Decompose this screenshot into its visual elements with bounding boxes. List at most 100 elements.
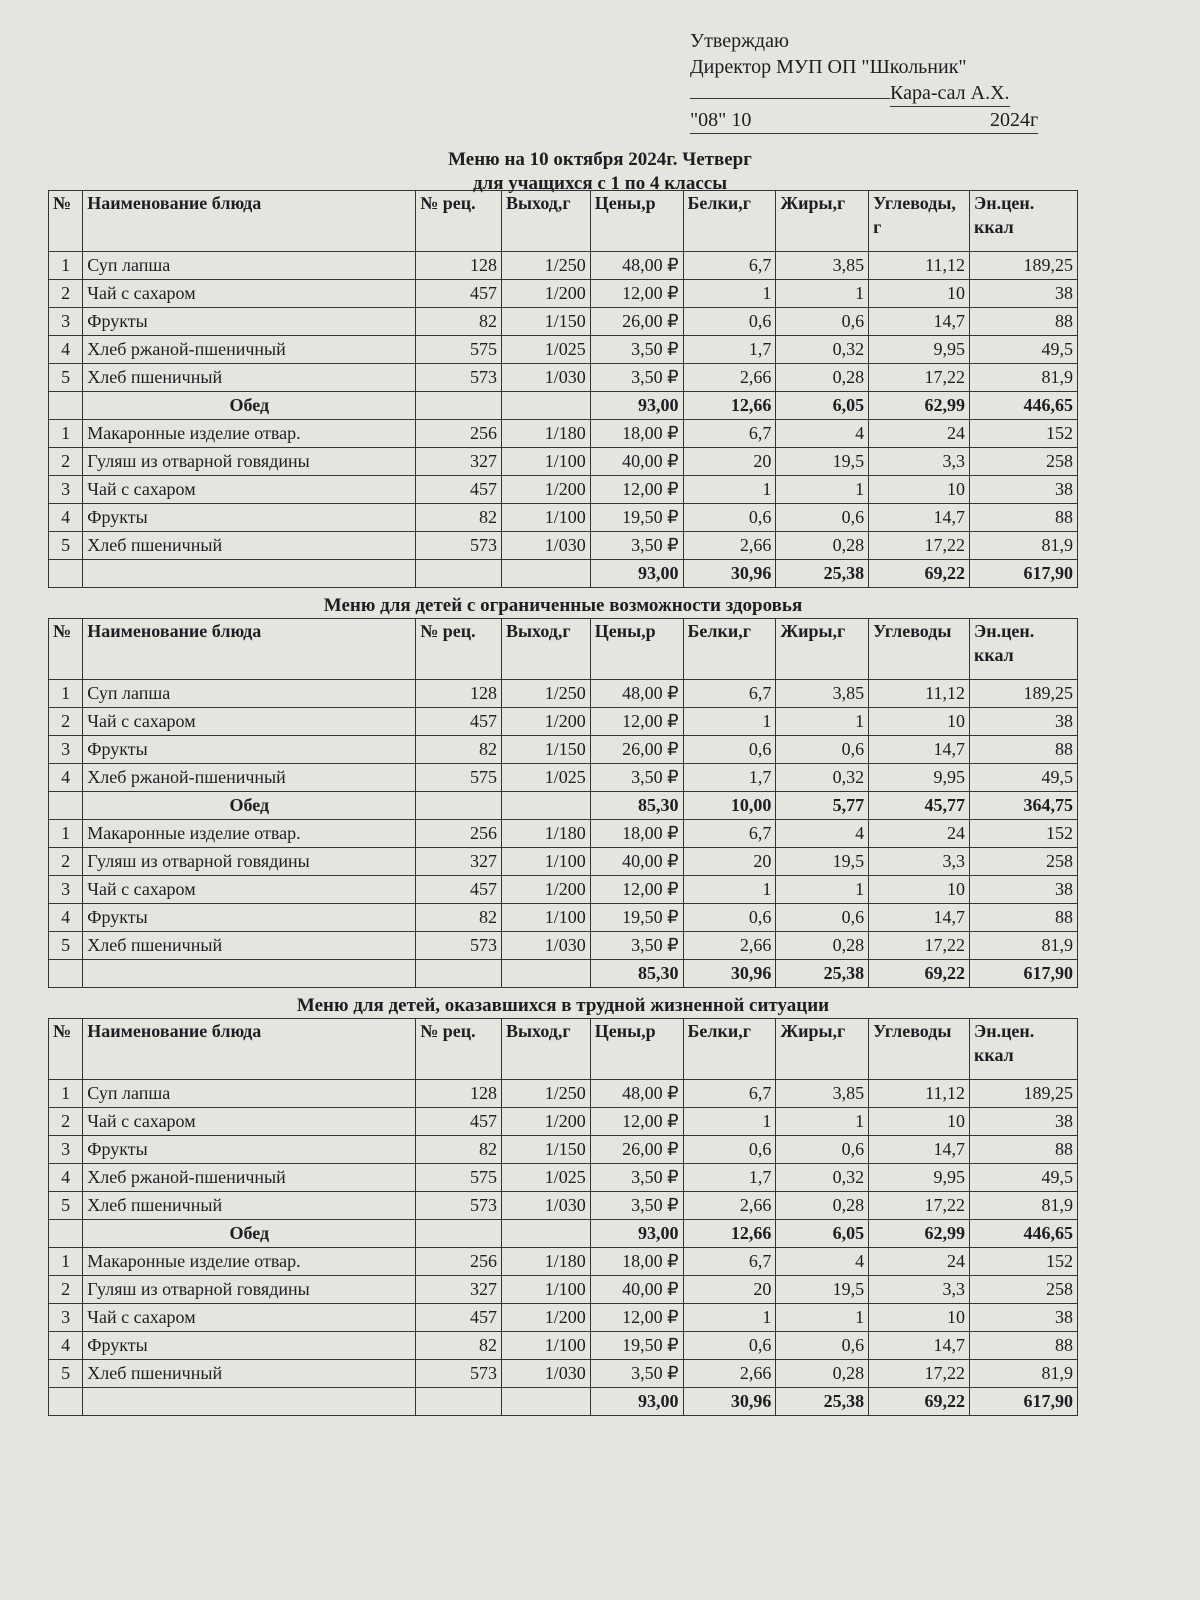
dish-row: 4 Хлеб ржаной-пшеничный 575 1/025 3,50 ₽1,7 0… — [47, 763, 1079, 792]
cell: 0,32 — [775, 335, 870, 364]
cell: 1/025 — [500, 763, 591, 792]
cell: Хлеб пшеничный — [82, 1359, 417, 1388]
cell — [82, 959, 417, 988]
column-header: № — [47, 190, 84, 252]
cell: 0,6 — [682, 903, 777, 932]
cell: Чай с сахаром — [82, 475, 417, 504]
cell — [82, 559, 417, 588]
cell: Макаронные изделие отвар. — [82, 819, 417, 848]
header-row: № Наименование блюда № рец. Выход,г Цены,р Бе… — [47, 1018, 1079, 1080]
cell: 575 — [415, 335, 502, 364]
cell: 17,22 — [868, 531, 970, 560]
column-header: Эн.цен. ккал — [968, 618, 1079, 680]
cell: 14,7 — [868, 1331, 970, 1360]
cell: 1 — [682, 1303, 777, 1332]
cell: 189,25 — [968, 1079, 1079, 1108]
column-header: Наименование блюда — [82, 1018, 417, 1080]
column-header: Жиры,г — [775, 190, 870, 252]
cell: 3,50 ₽ — [589, 335, 684, 364]
cell: 3,3 — [868, 1275, 970, 1304]
cell: 81,9 — [968, 363, 1079, 392]
cell: 4 — [47, 503, 84, 532]
cell — [500, 391, 591, 420]
total-row: 93,00 30,96 25,38 69,22 617,90 — [47, 1387, 1079, 1416]
cell: Гуляш из отварной говядины — [82, 847, 417, 876]
cell: 2 — [47, 847, 84, 876]
cell: 40,00 ₽ — [589, 447, 684, 476]
cell: Хлеб пшеничный — [82, 531, 417, 560]
cell: 258 — [968, 1275, 1079, 1304]
cell: 1,7 — [682, 763, 777, 792]
cell: 1 — [47, 1079, 84, 1108]
cell — [47, 559, 84, 588]
cell: 128 — [415, 251, 502, 280]
cell: 2,66 — [682, 531, 777, 560]
cell: 11,12 — [868, 251, 970, 280]
menu-table: № Наименование блюда № рец. Выход,г Цены,р Бе… — [47, 618, 1079, 988]
cell: 0,6 — [775, 903, 870, 932]
cell: 4 — [775, 819, 870, 848]
cell: 1 — [775, 1107, 870, 1136]
total-price: 85,30 — [589, 791, 684, 820]
column-header: Белки,г — [682, 1018, 777, 1080]
signer-name: Кара-сал А.Х. — [890, 80, 1010, 107]
dish-row: 4 Хлеб ржаной-пшеничный 575 1/025 3,50 ₽1,7 0… — [47, 1163, 1079, 1192]
menu-table: № Наименование блюда № рец. Выход,г Цены,р Бе… — [47, 190, 1079, 588]
dish-row: 5 Хлеб пшеничный 573 1/030 3,50 ₽2,66 0,28 17,… — [47, 1191, 1079, 1220]
cell: 0,6 — [775, 503, 870, 532]
cell: Хлеб ржаной-пшеничный — [82, 763, 417, 792]
cell: 1/150 — [500, 735, 591, 764]
cell: 4 — [775, 1247, 870, 1276]
cell — [415, 959, 502, 988]
cell: 12,00 ₽ — [589, 875, 684, 904]
cell: 1/180 — [500, 419, 591, 448]
cell: 38 — [968, 707, 1079, 736]
cell — [47, 1219, 84, 1248]
cell: 457 — [415, 1303, 502, 1332]
cell: 38 — [968, 1303, 1079, 1332]
cell: 82 — [415, 307, 502, 336]
cell: 49,5 — [968, 763, 1079, 792]
cell: 1/025 — [500, 335, 591, 364]
cell: 88 — [968, 1135, 1079, 1164]
cell — [47, 391, 84, 420]
cell: 258 — [968, 847, 1079, 876]
cell: 327 — [415, 1275, 502, 1304]
cell: 4 — [47, 335, 84, 364]
cell: 17,22 — [868, 363, 970, 392]
column-header: Белки,г — [682, 618, 777, 680]
total-energy: 617,90 — [968, 1387, 1079, 1416]
column-header: Наименование блюда — [82, 618, 417, 680]
cell: 19,5 — [775, 1275, 870, 1304]
cell: Суп лапша — [82, 1079, 417, 1108]
cell: 3 — [47, 1135, 84, 1164]
cell: 48,00 ₽ — [589, 1079, 684, 1108]
cell: 1,7 — [682, 335, 777, 364]
approval-date: "08" 10 2024г — [690, 107, 1039, 134]
cell: 26,00 ₽ — [589, 307, 684, 336]
cell: 0,28 — [775, 531, 870, 560]
total-row: 93,00 30,96 25,38 69,22 617,90 — [47, 559, 1079, 588]
cell: 1/100 — [500, 503, 591, 532]
column-header: Выход,г — [500, 618, 591, 680]
approval-line: Утверждаю — [690, 30, 789, 52]
column-header: № — [47, 1018, 84, 1080]
cell: 14,7 — [868, 1135, 970, 1164]
approval-line: Директор МУП ОП "Школьник" — [690, 56, 967, 78]
cell: 0,6 — [775, 735, 870, 764]
cell: 1/030 — [500, 363, 591, 392]
cell: 457 — [415, 707, 502, 736]
column-header: Углеводы — [868, 1018, 970, 1080]
total-row: Обед 93,00 12,66 6,05 62,99 446,65 — [47, 391, 1079, 420]
cell: 24 — [868, 1247, 970, 1276]
dish-row: 5 Хлеб пшеничный 573 1/030 3,50 ₽2,66 0,28 17,… — [47, 1359, 1079, 1388]
cell: 18,00 ₽ — [589, 1247, 684, 1276]
dish-row: 5 Хлеб пшеничный 573 1/030 3,50 ₽2,66 0,28 17,… — [47, 531, 1079, 560]
cell: 0,28 — [775, 1191, 870, 1220]
cell: 5 — [47, 1191, 84, 1220]
column-header: Цены,р — [589, 190, 684, 252]
total-energy: 446,65 — [968, 391, 1079, 420]
total-fat: 25,38 — [775, 1387, 870, 1416]
column-header: № рец. — [415, 190, 502, 252]
cell: 19,50 ₽ — [589, 1331, 684, 1360]
